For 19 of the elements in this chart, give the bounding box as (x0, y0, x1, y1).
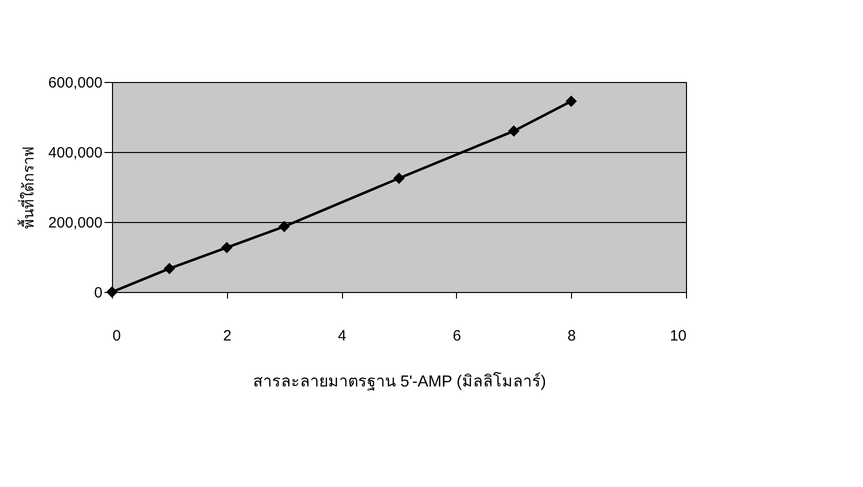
point (278, 220, 290, 232)
y-tick-label: 0 (94, 284, 102, 302)
x-tick-label: 8 (568, 328, 576, 344)
point (566, 96, 577, 107)
x-tick-label: 0 (112, 328, 121, 344)
y-tick-label: 400,000 (48, 144, 102, 162)
y-tick-label: 200,000 (48, 214, 102, 232)
x-tick-label: 2 (223, 328, 232, 344)
point (106, 286, 118, 298)
y-tick-label: 600,000 (48, 74, 102, 92)
point (164, 262, 176, 274)
y-axis-title: พื้นที่ใต้กราฟ (17, 146, 38, 229)
x-tick-label: 6 (452, 328, 462, 344)
point (508, 125, 520, 137)
x-tick-label: 10 (670, 328, 686, 344)
point (221, 242, 232, 254)
x-tick-label: 4 (338, 328, 346, 344)
x-axis-title: สารละลายมาตรฐาน 5'-AMP (มิลลิโมลาร์) (252, 372, 546, 390)
point (393, 172, 405, 184)
